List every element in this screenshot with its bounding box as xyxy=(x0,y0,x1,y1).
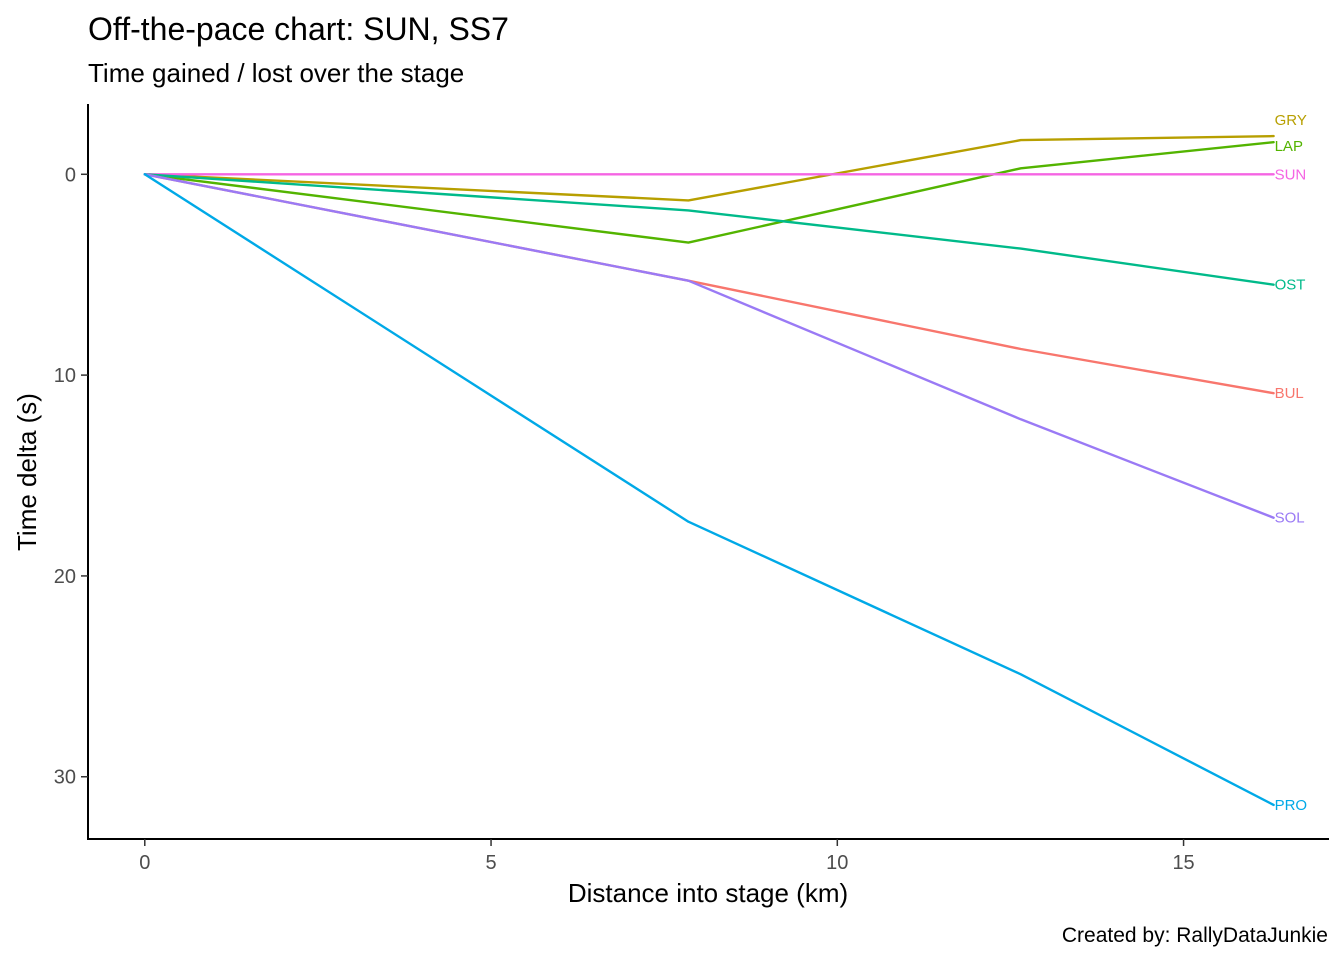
series-line-gry xyxy=(143,134,1275,202)
chart-subtitle: Time gained / lost over the stage xyxy=(88,58,464,88)
y-axis-ticks: 0 10 20 30 xyxy=(54,164,88,789)
series-label-bul: BUL xyxy=(1275,385,1304,402)
series-labels: GRY LAP SUN OST BUL SOL PRO xyxy=(1275,112,1308,814)
x-tick-label: 0 xyxy=(139,852,150,874)
series-line-lap xyxy=(143,140,1275,244)
x-tick-label: 15 xyxy=(1172,852,1194,874)
x-tick-label: 10 xyxy=(826,852,848,874)
series-label-ost: OST xyxy=(1275,277,1306,294)
x-axis-title: Distance into stage (km) xyxy=(568,878,848,908)
y-tick-label: 20 xyxy=(54,566,76,588)
y-axis-title: Time delta (s) xyxy=(12,393,42,551)
series-line-sol xyxy=(143,173,1275,519)
plot-lines xyxy=(143,134,1275,807)
series-label-gry: GRY xyxy=(1275,112,1307,129)
series-label-sun: SUN xyxy=(1275,166,1307,183)
series-line-pro xyxy=(143,173,1275,807)
y-tick-label: 10 xyxy=(54,365,76,387)
y-tick-label: 30 xyxy=(54,767,76,789)
series-label-sol: SOL xyxy=(1275,510,1305,527)
x-tick-label: 5 xyxy=(485,852,496,874)
x-axis-ticks: 0 5 10 15 xyxy=(139,839,1195,874)
chart-caption: Created by: RallyDataJunkie xyxy=(1062,924,1328,947)
chart-title: Off-the-pace chart: SUN, SS7 xyxy=(88,11,509,47)
series-label-pro: PRO xyxy=(1275,797,1308,814)
y-tick-label: 0 xyxy=(65,164,76,186)
series-label-lap: LAP xyxy=(1275,138,1303,155)
series-line-ost xyxy=(143,173,1275,286)
